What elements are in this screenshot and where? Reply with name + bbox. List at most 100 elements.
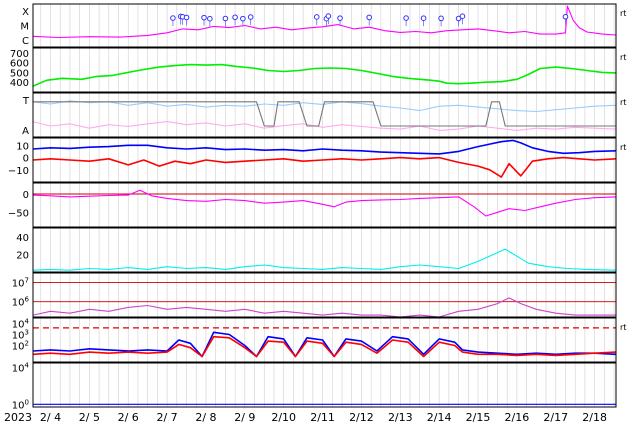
series-line-lightblue	[32, 100, 617, 113]
y-tick-labels: XMC	[20, 7, 29, 47]
y-tick-label: T	[22, 96, 30, 107]
series-line-cyan	[32, 248, 617, 271]
panel-frame	[32, 362, 617, 408]
x-tick-label: 2/17	[543, 411, 568, 424]
flare-marker	[366, 14, 372, 21]
x-tick-label: 2/ 9	[234, 411, 255, 424]
right-marker: rt	[620, 323, 626, 332]
series-line-pink	[32, 121, 617, 131]
flare-marker	[459, 13, 466, 20]
y-tick-label: 103	[12, 329, 29, 342]
y-tick-label: 0	[23, 190, 29, 201]
panel-frame	[32, 227, 617, 273]
y-tick-labels: 10 0−10	[8, 141, 29, 176]
series-line-blue	[32, 139, 617, 155]
panel-dst-index: 0 −50	[8, 182, 617, 228]
series-line-gray	[33, 101, 616, 127]
y-tick-label: 107	[12, 277, 29, 290]
y-tick-label: M	[20, 22, 29, 33]
series-line-purple	[32, 297, 616, 318]
flare-marker	[240, 15, 246, 22]
series-line-red	[32, 335, 617, 358]
x-tick-label: 2/15	[466, 411, 491, 424]
series-line-magenta	[32, 5, 617, 39]
panel-frame	[32, 3, 617, 48]
x-tick-label: 2/ 8	[195, 411, 216, 424]
flare-marker	[232, 14, 238, 21]
x-tick-label: 2/ 5	[79, 411, 100, 424]
flare-marker	[438, 15, 444, 22]
y-tick-label: X	[22, 7, 29, 18]
x-tick-label: 2/ 4	[40, 411, 61, 424]
panel-frame	[32, 92, 617, 138]
panel-imf-components: 10 0−10 rt	[8, 137, 626, 183]
y-tick-label: −50	[8, 208, 29, 219]
x-tick-label: 2/12	[349, 411, 374, 424]
y-tick-label: 102	[12, 340, 29, 353]
x-tick-label: 2/ 6	[118, 411, 139, 424]
y-tick-label: C	[22, 36, 29, 47]
x-tick-label: 2/11	[310, 411, 335, 424]
series-line-red	[32, 156, 617, 178]
flare-marker	[562, 13, 569, 20]
flare-marker	[222, 15, 229, 22]
y-tick-label: 20	[16, 250, 29, 261]
y-tick-labels: 104 100	[12, 362, 30, 412]
y-tick-label: 10	[16, 141, 29, 152]
y-tick-labels: 40 20	[16, 233, 29, 262]
x-tick-label: 2/10	[271, 411, 296, 424]
flare-marker	[337, 15, 343, 21]
flare-marker	[313, 14, 320, 20]
right-marker: rt	[620, 98, 626, 107]
y-tick-label: 400	[10, 78, 29, 89]
flare-marker	[420, 15, 427, 22]
series-line-blue	[32, 331, 617, 358]
series-line-magenta	[32, 189, 617, 217]
chart-panels: XMCrt700600500400rtTArt100−10rt0−5040201…	[8, 3, 626, 412]
flare-marker	[170, 15, 176, 21]
x-axis: 2023 2/ 4 2/ 5 2/ 6 2/ 7 2/ 8 2/ 9 2/10 2/11 2/12…	[4, 411, 607, 424]
y-tick-labels: TA	[22, 96, 30, 137]
y-tick-label: 100	[12, 398, 29, 411]
flare-marker	[403, 15, 409, 21]
flare-marker	[325, 13, 332, 19]
y-tick-label: 104	[12, 318, 30, 331]
right-marker: rt	[620, 9, 626, 18]
flare-marker	[183, 14, 190, 21]
x-tick-label: 2/ 7	[156, 411, 177, 424]
y-tick-labels: 0 −50	[8, 190, 29, 219]
panel-frame	[32, 272, 617, 318]
panel-frame	[32, 47, 617, 93]
y-tick-label: 40	[16, 233, 29, 244]
panel-neutron-count: 104 100	[12, 362, 617, 412]
y-tick-label: 104	[12, 362, 30, 375]
y-tick-label: 106	[12, 296, 30, 309]
series-line-green	[32, 63, 617, 87]
panel-ae-index: 40 20	[16, 227, 617, 273]
x-tick-label: 2/16	[505, 411, 530, 424]
right-marker: rt	[620, 143, 626, 152]
x-tick-label: 2/13	[388, 411, 413, 424]
y-tick-label: A	[22, 126, 29, 137]
flare-marker	[247, 14, 254, 20]
panel-frame	[32, 137, 617, 183]
panel-frame	[32, 317, 617, 363]
panel-frame	[32, 182, 617, 228]
y-tick-label: 500	[10, 68, 29, 79]
y-tick-label: 0	[23, 154, 29, 165]
flare-markers	[170, 13, 569, 27]
flare-marker	[201, 14, 207, 21]
y-tick-label: 600	[10, 59, 29, 70]
right-marker: rt	[620, 53, 626, 62]
x-tick-label: 2/18	[582, 411, 607, 424]
y-tick-label: 700	[10, 49, 29, 60]
